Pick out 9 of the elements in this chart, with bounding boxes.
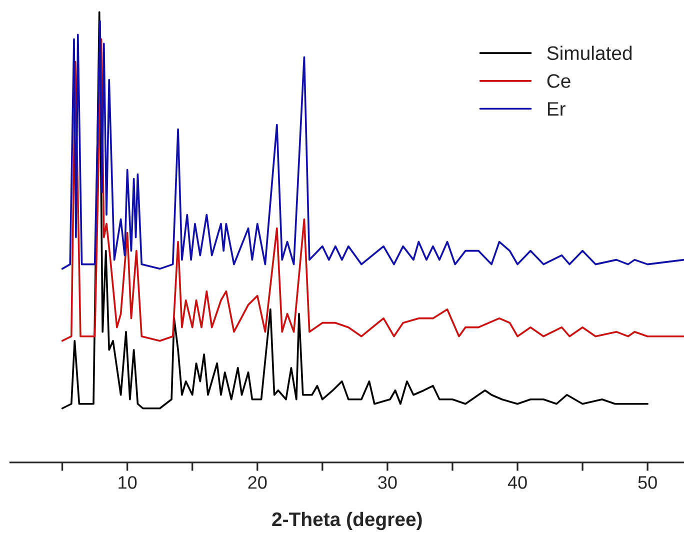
- legend-label: Er: [548, 102, 566, 116]
- legend-label: Ce: [547, 74, 570, 88]
- x-axis-title: 2-Theta (degree): [272, 512, 422, 530]
- x-tick-label: 20: [248, 476, 267, 489]
- x-tick-label: 30: [378, 476, 397, 489]
- x-tick-label: 50: [638, 476, 657, 489]
- x-tick-label: 40: [508, 476, 527, 489]
- x-tick-label: 10: [118, 476, 137, 489]
- legend-label: Simulated: [547, 46, 632, 60]
